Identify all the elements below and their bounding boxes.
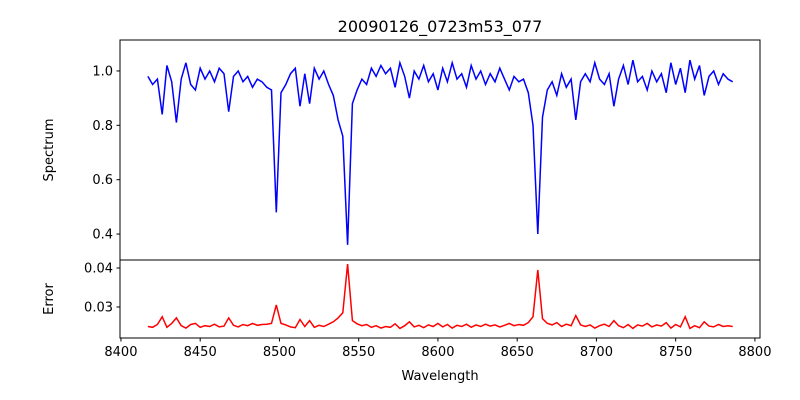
x-tick-label: 8700 <box>580 345 613 360</box>
x-tick-label: 8600 <box>421 345 454 360</box>
y-tick-label: 0.04 <box>84 261 113 276</box>
x-tick-label: 8650 <box>501 345 534 360</box>
y-tick-label: 0.6 <box>92 173 113 188</box>
spectrum-y-label: Spectrum <box>42 119 57 182</box>
y-tick-label: 0.4 <box>92 228 113 243</box>
y-tick-label: 1.0 <box>92 64 113 79</box>
error-axes: 0.03 0.04 8400 8450 8500 8550 8600 8650 8700 8750… <box>84 259 771 360</box>
spectrum-line <box>147 59 734 245</box>
chart-title: 20090126_0723m53_077 <box>338 17 543 37</box>
x-axis-label: Wavelength <box>401 369 478 384</box>
x-tick-label: 8400 <box>104 345 137 360</box>
error-line <box>147 264 733 330</box>
y-tick-label: 0.8 <box>92 119 113 134</box>
x-tick-label: 8450 <box>184 345 217 360</box>
error-y-label: Error <box>42 283 57 315</box>
x-tick-label: 8500 <box>263 345 296 360</box>
x-tick-label: 8750 <box>659 345 692 360</box>
x-tick-label: 8550 <box>342 345 375 360</box>
x-tick-label: 8800 <box>738 345 771 360</box>
axes-frame <box>119 259 761 339</box>
y-tick-label: 0.03 <box>84 300 113 315</box>
